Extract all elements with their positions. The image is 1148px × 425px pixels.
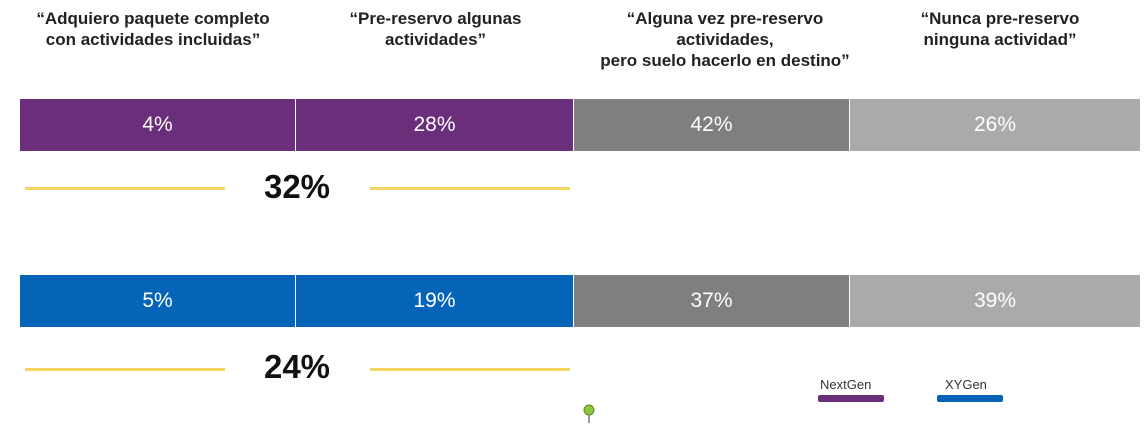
xygen-total-line-left — [25, 368, 225, 371]
nextgen-total-line-left — [25, 187, 225, 190]
nextgen-segment-3: 26% — [850, 99, 1140, 151]
nextgen-bar-row: 4% 28% 42% 26% — [20, 99, 1140, 151]
xygen-bar-row: 5% 19% 37% 39% — [20, 275, 1140, 327]
xygen-segment-2: 37% — [574, 275, 850, 327]
nextgen-total-line-right — [370, 187, 570, 190]
pin-icon — [583, 404, 595, 423]
column-header-3: “Nunca pre-reservo ninguna actividad” — [920, 9, 1080, 49]
nextgen-segment-2: 42% — [574, 99, 850, 151]
legend-label-xygen: XYGen — [945, 377, 987, 392]
legend-label-nextgen: NextGen — [820, 377, 872, 392]
xygen-segment-0: 5% — [20, 275, 296, 327]
legend-swatch-xygen — [937, 395, 1003, 402]
column-header-0: “Adquiero paquete completo con actividad… — [36, 9, 270, 49]
xygen-total-line-right — [370, 368, 570, 371]
nextgen-total-label: 32% — [263, 168, 331, 205]
legend-swatch-nextgen — [818, 395, 884, 402]
nextgen-segment-1: 28% — [296, 99, 574, 151]
xygen-segment-1: 19% — [296, 275, 574, 327]
xygen-total-label: 24% — [263, 348, 331, 385]
column-header-1: “Pre-reservo algunas actividades” — [349, 9, 522, 49]
xygen-segment-3: 39% — [850, 275, 1140, 327]
nextgen-segment-0: 4% — [20, 99, 296, 151]
column-header-2: “Alguna vez pre-reservo actividades, per… — [600, 9, 850, 70]
